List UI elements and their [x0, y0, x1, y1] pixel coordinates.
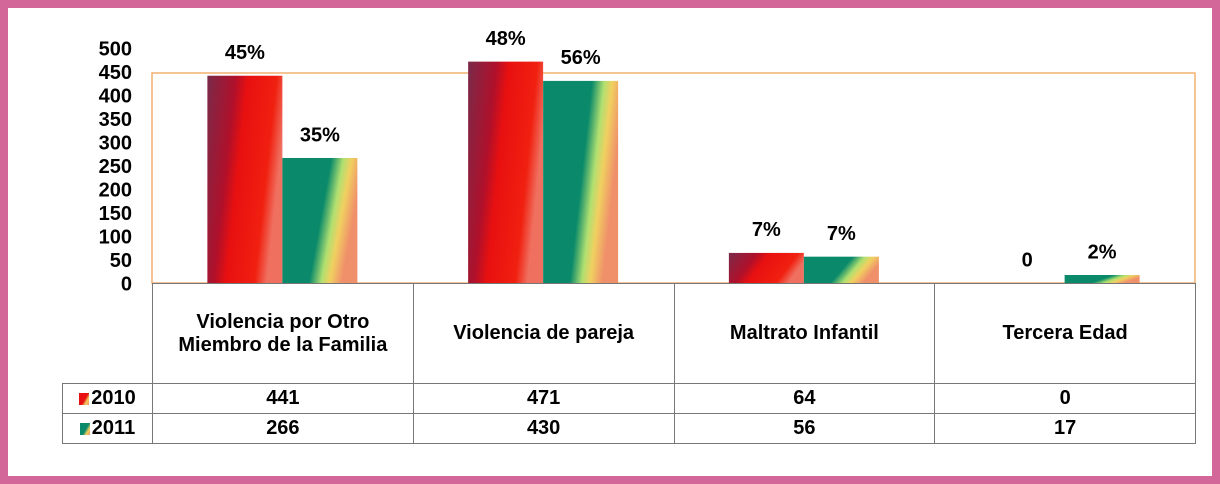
bar — [1064, 275, 1140, 283]
y-tick-label: 350 — [99, 109, 132, 131]
y-tick-label: 0 — [121, 273, 132, 295]
y-tick-label: 150 — [99, 203, 132, 225]
data-label: 7% — [752, 219, 781, 241]
legend-swatch — [79, 422, 90, 435]
bar — [468, 61, 544, 283]
y-tick-label: 200 — [99, 179, 132, 201]
data-label: 7% — [827, 223, 856, 245]
data-label: 0 — [1022, 249, 1033, 271]
bar — [282, 157, 358, 283]
bar — [803, 256, 879, 283]
y-tick-label: 250 — [99, 156, 132, 178]
table-value: 17 — [934, 413, 1196, 444]
legend-entry: 2010 — [62, 383, 153, 414]
data-label: 45% — [225, 42, 265, 64]
data-label: 48% — [486, 28, 526, 50]
y-tick-label: 300 — [99, 132, 132, 154]
y-tick-label: 50 — [110, 250, 132, 272]
table-value: 56 — [673, 413, 936, 444]
table-value: 430 — [412, 413, 675, 444]
table-value: 471 — [412, 383, 675, 414]
bar — [207, 75, 283, 283]
legend-entry: 2011 — [62, 413, 153, 444]
category-label: Violencia por Otro Miembro de la Familia — [152, 283, 414, 384]
category-label: Maltrato Infantil — [673, 283, 936, 384]
category-label: Violencia de pareja — [412, 283, 675, 384]
data-label: 56% — [561, 47, 601, 69]
y-tick-label: 100 — [99, 226, 132, 248]
legend-label: 2010 — [91, 387, 136, 409]
table-value: 0 — [934, 383, 1196, 414]
table-value: 64 — [673, 383, 936, 414]
legend-swatch — [79, 392, 90, 405]
data-label: 2% — [1088, 241, 1117, 263]
table-value: 266 — [152, 413, 414, 444]
y-tick-label: 500 — [99, 38, 132, 60]
data-label: 35% — [300, 124, 340, 146]
bar — [543, 80, 619, 284]
legend-label: 2011 — [91, 417, 136, 439]
category-label: Tercera Edad — [934, 283, 1196, 384]
bar — [728, 252, 804, 283]
y-tick-label: 450 — [99, 62, 132, 84]
y-tick-label: 400 — [99, 85, 132, 107]
table-value: 441 — [152, 383, 414, 414]
